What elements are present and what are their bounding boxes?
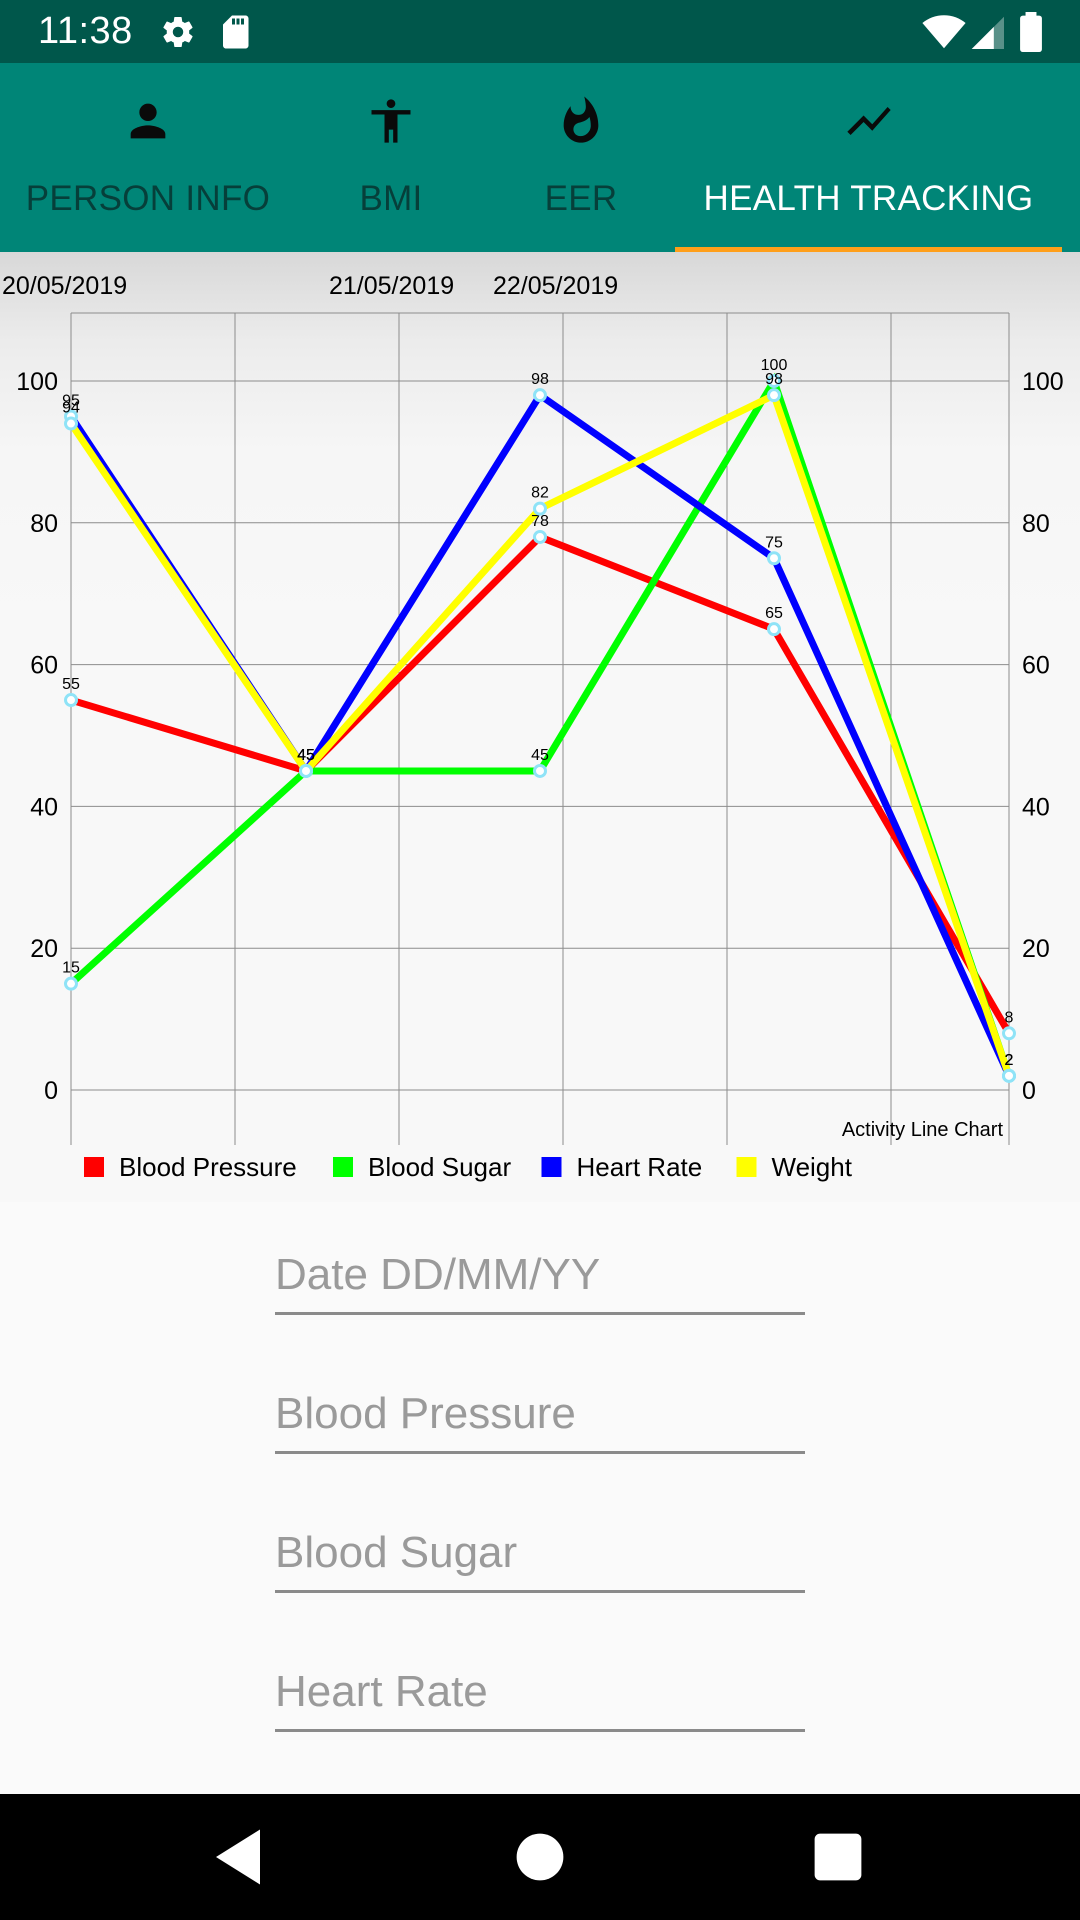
blood-pressure-input[interactable]: Blood Pressure — [275, 1389, 576, 1438]
data-point — [533, 529, 547, 544]
flame-icon — [563, 96, 599, 143]
wifi-icon — [922, 15, 966, 49]
data-point — [767, 374, 781, 388]
series-line-blood-pressure — [69, 532, 1013, 1036]
heart-rate-input[interactable]: Heart Rate — [275, 1667, 488, 1716]
date-label: 20/05/2019 — [2, 272, 127, 300]
tab-health-tracking[interactable]: HEALTH TRACKING — [675, 63, 1062, 252]
activity-line-chart[interactable]: 0 0 20 20 40 40 60 60 80 80 100 100 20/05/2019 21/05/… — [0, 252, 1080, 1202]
tab-eer[interactable]: EER — [486, 63, 676, 252]
legend-swatch — [736, 1157, 757, 1177]
data-point — [767, 551, 781, 566]
recents-icon[interactable] — [805, 1824, 871, 1890]
field-underline — [275, 1590, 805, 1593]
data-point — [64, 976, 78, 991]
tab-label: HEALTH TRACKING — [703, 179, 1034, 218]
tab-bar: PERSON INFO BMI EER HEALTH TRACKING — [0, 63, 1080, 252]
data-label: 98 — [531, 371, 549, 388]
accessibility-icon — [371, 99, 411, 143]
y-tick-label-right: 100 — [1022, 368, 1064, 396]
sd-card-icon — [223, 15, 249, 49]
home-icon[interactable] — [507, 1824, 573, 1890]
y-tick-label-right: 20 — [1022, 935, 1050, 963]
y-tick-label-left: 20 — [30, 935, 58, 963]
legend-swatch — [84, 1157, 104, 1177]
y-tick-label-right: 0 — [1022, 1077, 1036, 1105]
legend-swatch — [333, 1157, 353, 1177]
data-label: 45 — [297, 747, 315, 764]
y-tick-label-right: 80 — [1022, 510, 1050, 538]
data-point — [64, 693, 78, 708]
navigation-bar — [0, 1794, 1080, 1920]
data-point — [299, 763, 313, 778]
y-tick-label-left: 40 — [30, 793, 58, 821]
data-label: 45 — [297, 747, 315, 764]
data-label: 15 — [62, 960, 80, 977]
data-label: 65 — [765, 605, 783, 622]
data-label: 98 — [765, 371, 783, 388]
data-label: 95 — [62, 392, 80, 409]
blood-pressure-field[interactable]: Blood Pressure — [275, 1379, 805, 1459]
tab-indicator — [675, 247, 1062, 252]
data-label: 45 — [531, 747, 549, 764]
data-point — [1002, 1026, 1016, 1041]
y-tick-label-left: 60 — [30, 652, 58, 680]
date-field[interactable]: Date DD/MM/YY — [275, 1240, 805, 1320]
data-point — [533, 388, 547, 403]
y-tick-label-left: 0 — [44, 1077, 58, 1105]
data-point — [767, 388, 781, 403]
battery-icon — [1020, 12, 1042, 52]
field-underline — [275, 1729, 805, 1732]
data-label: 8 — [1005, 1009, 1014, 1026]
data-label: 75 — [765, 534, 783, 551]
data-label: 82 — [531, 485, 549, 502]
legend-label: Heart Rate — [577, 1152, 703, 1182]
legend-label: Blood Pressure — [119, 1152, 297, 1182]
trending-icon — [846, 106, 891, 136]
data-point — [767, 622, 781, 637]
data-label: 2 — [1005, 1052, 1014, 1069]
date-input[interactable]: Date DD/MM/YY — [275, 1250, 601, 1299]
blood-sugar-field[interactable]: Blood Sugar — [275, 1518, 805, 1598]
data-label: 94 — [62, 400, 80, 417]
person-icon — [130, 103, 166, 139]
y-tick-label-left: 80 — [30, 510, 58, 538]
data-label: 78 — [531, 513, 549, 530]
date-label: 22/05/2019 — [493, 272, 618, 300]
data-point — [1002, 1068, 1016, 1083]
data-label: 55 — [62, 676, 80, 693]
chart-description: Activity Line Chart — [842, 1119, 1004, 1141]
status-bar: 11:38 — [0, 0, 1080, 63]
data-point — [533, 763, 547, 778]
y-tick-label-left: 100 — [16, 368, 58, 396]
date-label: 21/05/2019 — [329, 272, 454, 300]
tab-label: PERSON INFO — [25, 179, 271, 218]
data-label: 2 — [1005, 1052, 1014, 1069]
data-label: 45 — [297, 747, 315, 764]
legend-label: Blood Sugar — [368, 1152, 511, 1182]
chart-svg[interactable]: 0 0 20 20 40 40 60 60 80 80 100 100 20/05/2019 21/05/… — [0, 252, 1080, 1202]
data-label: 45 — [297, 747, 315, 764]
data-point — [533, 501, 547, 516]
tab-person-info[interactable]: PERSON INFO — [0, 63, 296, 252]
y-tick-label-right: 60 — [1022, 652, 1050, 680]
blood-sugar-input[interactable]: Blood Sugar — [275, 1528, 518, 1577]
field-underline — [275, 1312, 805, 1315]
settings-gear-icon — [163, 17, 193, 48]
field-underline — [275, 1451, 805, 1454]
legend-swatch — [541, 1157, 562, 1177]
legend-label: Weight — [772, 1152, 853, 1182]
cell-signal-icon — [971, 16, 1004, 49]
tab-label: BMI — [359, 179, 423, 218]
status-time: 11:38 — [38, 10, 133, 52]
data-label: 100 — [761, 357, 788, 374]
data-label: 2 — [1005, 1052, 1014, 1069]
heart-rate-field[interactable]: Heart Rate — [275, 1657, 805, 1737]
tab-bmi[interactable]: BMI — [296, 63, 486, 252]
back-icon[interactable] — [205, 1824, 271, 1890]
data-point — [64, 416, 78, 431]
y-tick-label-right: 40 — [1022, 793, 1050, 821]
tab-label: EER — [544, 179, 618, 218]
